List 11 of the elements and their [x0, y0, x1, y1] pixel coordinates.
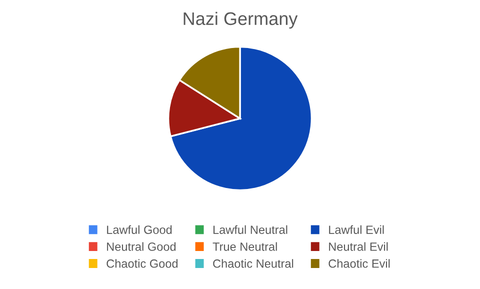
chart-title: Nazi Germany: [184, 12, 298, 29]
legend-label: Chaotic Evil: [328, 259, 390, 268]
pie-slice: [170, 46, 313, 191]
legend-label: Chaotic Good: [106, 259, 178, 268]
legend-label: Neutral Good: [107, 242, 176, 251]
legend-label: Lawful Evil: [329, 225, 384, 234]
legend-label: Lawful Neutral: [213, 225, 288, 234]
legend-label: Neutral Evil: [329, 242, 388, 251]
legend-label: Lawful Good: [107, 225, 172, 234]
legend-label: Chaotic Neutral: [213, 259, 294, 268]
legend-label: True Neutral: [212, 242, 277, 251]
